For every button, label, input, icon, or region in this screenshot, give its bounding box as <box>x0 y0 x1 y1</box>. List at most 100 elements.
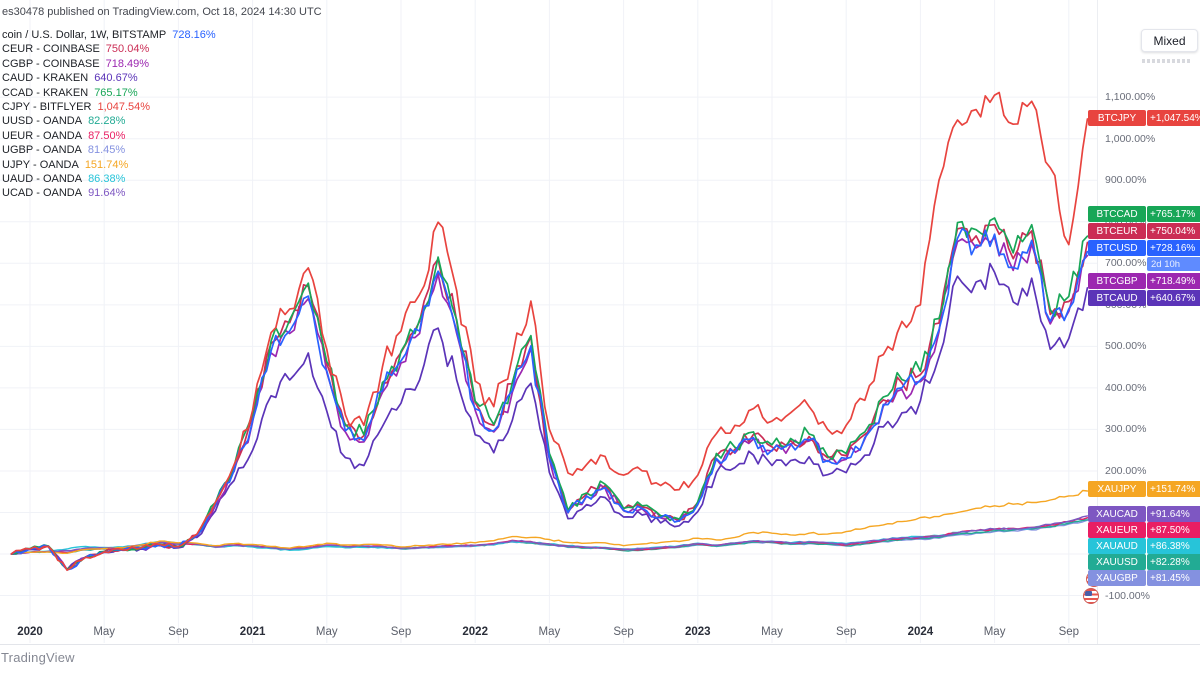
price-label-ticker: XAUCAD <box>1088 506 1146 522</box>
price-label-ticker: BTCUSD <box>1088 240 1146 256</box>
x-axis-tick: Sep <box>390 626 412 638</box>
x-axis-tick: 2021 <box>239 626 266 638</box>
legend-symbol: UJPY - OANDA <box>2 158 79 171</box>
price-label-value: +81.45% <box>1147 570 1200 586</box>
price-label-value: +82.28% <box>1147 554 1200 570</box>
price-label-ticker: XAUGBP <box>1088 570 1146 586</box>
x-axis-tick: May <box>983 626 1006 638</box>
legend-symbol: UEUR - OANDA <box>2 129 83 142</box>
y-axis-tick: 300.00% <box>1105 423 1147 436</box>
x-axis-tick: 2023 <box>685 626 711 638</box>
price-label-ticker: XAUEUR <box>1088 522 1146 538</box>
price-label-value: +718.49% <box>1147 273 1200 289</box>
legend-row[interactable]: CGBP - COINBASE 718.49% <box>2 57 216 71</box>
legend-change-value: 765.17% <box>94 86 138 99</box>
bar-countdown: 2d 10h <box>1147 257 1200 271</box>
x-axis-tick: May <box>93 626 116 638</box>
legend-row[interactable]: CCAD - KRAKEN 765.17% <box>2 86 216 100</box>
legend-symbol: UUSD - OANDA <box>2 115 83 128</box>
price-label-xaueur[interactable]: XAUEUR +87.50% <box>1088 522 1200 538</box>
legend-change-value: 640.67% <box>94 72 138 85</box>
legend-change-value: 86.38% <box>88 172 126 185</box>
attribution-text: es30478 published on TradingView.com, Oc… <box>2 6 322 18</box>
x-axis-tick: 2024 <box>907 626 934 638</box>
legend-row[interactable]: UAUD - OANDA 86.38% <box>2 172 216 186</box>
price-label-ticker: BTCEUR <box>1088 223 1146 239</box>
x-axis-tick: Sep <box>168 626 189 638</box>
price-label-btcjpy[interactable]: BTCJPY +1,047.54% <box>1088 110 1200 126</box>
legend-row[interactable]: UCAD - OANDA 91.64% <box>2 186 216 200</box>
price-label-xaugbp[interactable]: XAUGBP +81.45% <box>1088 570 1200 586</box>
price-label-xaujpy[interactable]: XAUJPY +151.74% <box>1088 481 1200 497</box>
price-label-ticker: BTCGBP <box>1088 273 1146 289</box>
legend-change-value: 728.16% <box>172 29 216 41</box>
price-label-ticker: BTCAUD <box>1088 290 1146 306</box>
legend-row[interactable]: UGBP - OANDA 81.45% <box>2 143 216 157</box>
scale-mode-button[interactable]: Mixed <box>1141 29 1198 52</box>
price-label-btcaud[interactable]: BTCAUD +640.67% <box>1088 290 1200 306</box>
price-chart-plot[interactable] <box>0 0 1097 645</box>
divider <box>0 644 1200 645</box>
legend-change-value: 87.50% <box>88 129 126 142</box>
y-axis-tick: 200.00% <box>1105 464 1147 477</box>
price-label-ticker: XAUUSD <box>1088 554 1146 570</box>
price-label-value: +750.04% <box>1147 223 1200 239</box>
legend-symbol: UCAD - OANDA <box>2 187 83 200</box>
axis-settings-hint <box>1142 59 1192 63</box>
x-axis-tick: Sep <box>613 626 634 638</box>
price-label-btccad[interactable]: BTCCAD +765.17% <box>1088 206 1200 222</box>
legend-symbol: CCAD - KRAKEN <box>2 86 89 99</box>
symbol-legend: coin / U.S. Dollar, 1W, BITSTAMP 728.16% C… <box>2 28 216 201</box>
legend-symbol: CGBP - COINBASE <box>2 57 100 70</box>
y-axis-tick: 1,100.00% <box>1105 91 1156 104</box>
y-axis-tick: 500.00% <box>1105 340 1147 353</box>
legend-row[interactable]: UJPY - OANDA 151.74% <box>2 158 216 172</box>
y-axis-tick: 900.00% <box>1105 174 1147 187</box>
price-label-value: +91.64% <box>1147 506 1200 522</box>
price-label-value: +728.16% <box>1147 240 1200 256</box>
price-label-ticker: XAUJPY <box>1088 481 1146 497</box>
x-axis-tick: May <box>761 626 783 638</box>
legend-change-value: 718.49% <box>105 57 150 70</box>
tradingview-credit: TradingView <box>1 650 75 665</box>
y-axis-tick: 700.00% <box>1105 257 1147 270</box>
legend-row[interactable]: UEUR - OANDA 87.50% <box>2 129 216 143</box>
legend-change-value: 750.04% <box>105 43 150 56</box>
legend-symbol: UGBP - OANDA <box>2 144 82 157</box>
price-label-value: +87.50% <box>1147 522 1200 538</box>
y-axis-tick: -100.00% <box>1105 589 1150 602</box>
legend-row[interactable]: CEUR - COINBASE 750.04% <box>2 42 216 56</box>
legend-row[interactable]: coin / U.S. Dollar, 1W, BITSTAMP 728.16% <box>2 28 216 42</box>
x-axis-tick: 2022 <box>462 626 488 638</box>
price-label-value: +151.74% <box>1147 481 1200 497</box>
legend-symbol: CAUD - KRAKEN <box>2 72 89 85</box>
price-label-value: +640.67% <box>1147 290 1200 306</box>
x-axis-tick: Sep <box>1058 626 1080 638</box>
price-label-value: +86.38% <box>1147 538 1200 554</box>
legend-change-value: 151.74% <box>84 158 129 171</box>
x-axis-tick: 2020 <box>17 626 43 638</box>
x-axis-tick: May <box>315 626 338 638</box>
price-label-ticker: BTCCAD <box>1088 206 1146 222</box>
price-label-value: +1,047.54% <box>1147 110 1200 126</box>
x-axis-tick: Sep <box>835 626 857 638</box>
legend-symbol: coin / U.S. Dollar, 1W, BITSTAMP <box>2 29 167 41</box>
y-axis-tick: 1,000.00% <box>1105 132 1156 145</box>
price-label-ticker: XAUAUD <box>1088 538 1146 554</box>
legend-symbol: CJPY - BITFLYER <box>2 100 92 113</box>
price-label-xauusd[interactable]: XAUUSD +82.28% <box>1088 554 1200 570</box>
legend-symbol: UAUD - OANDA <box>2 172 83 185</box>
price-label-btcusd[interactable]: BTCUSD +728.16% <box>1088 240 1200 256</box>
legend-row[interactable]: UUSD - OANDA 82.28% <box>2 114 216 128</box>
price-label-btceur[interactable]: BTCEUR +750.04% <box>1088 223 1200 239</box>
legend-row[interactable]: CAUD - KRAKEN 640.67% <box>2 71 216 85</box>
time-axis[interactable]: 2020 May Sep 2021 May Sep 2022 May Sep 2023 May Sep… <box>0 622 1097 642</box>
price-label-btcgbp[interactable]: BTCGBP +718.49% <box>1088 273 1200 289</box>
legend-change-value: 91.64% <box>88 187 126 200</box>
us-flag-icon <box>1083 588 1099 604</box>
price-label-xauaud[interactable]: XAUAUD +86.38% <box>1088 538 1200 554</box>
legend-row[interactable]: CJPY - BITFLYER 1,047.54% <box>2 100 216 114</box>
price-label-xaucad[interactable]: XAUCAD +91.64% <box>1088 506 1200 522</box>
legend-change-value: 1,047.54% <box>97 100 151 113</box>
